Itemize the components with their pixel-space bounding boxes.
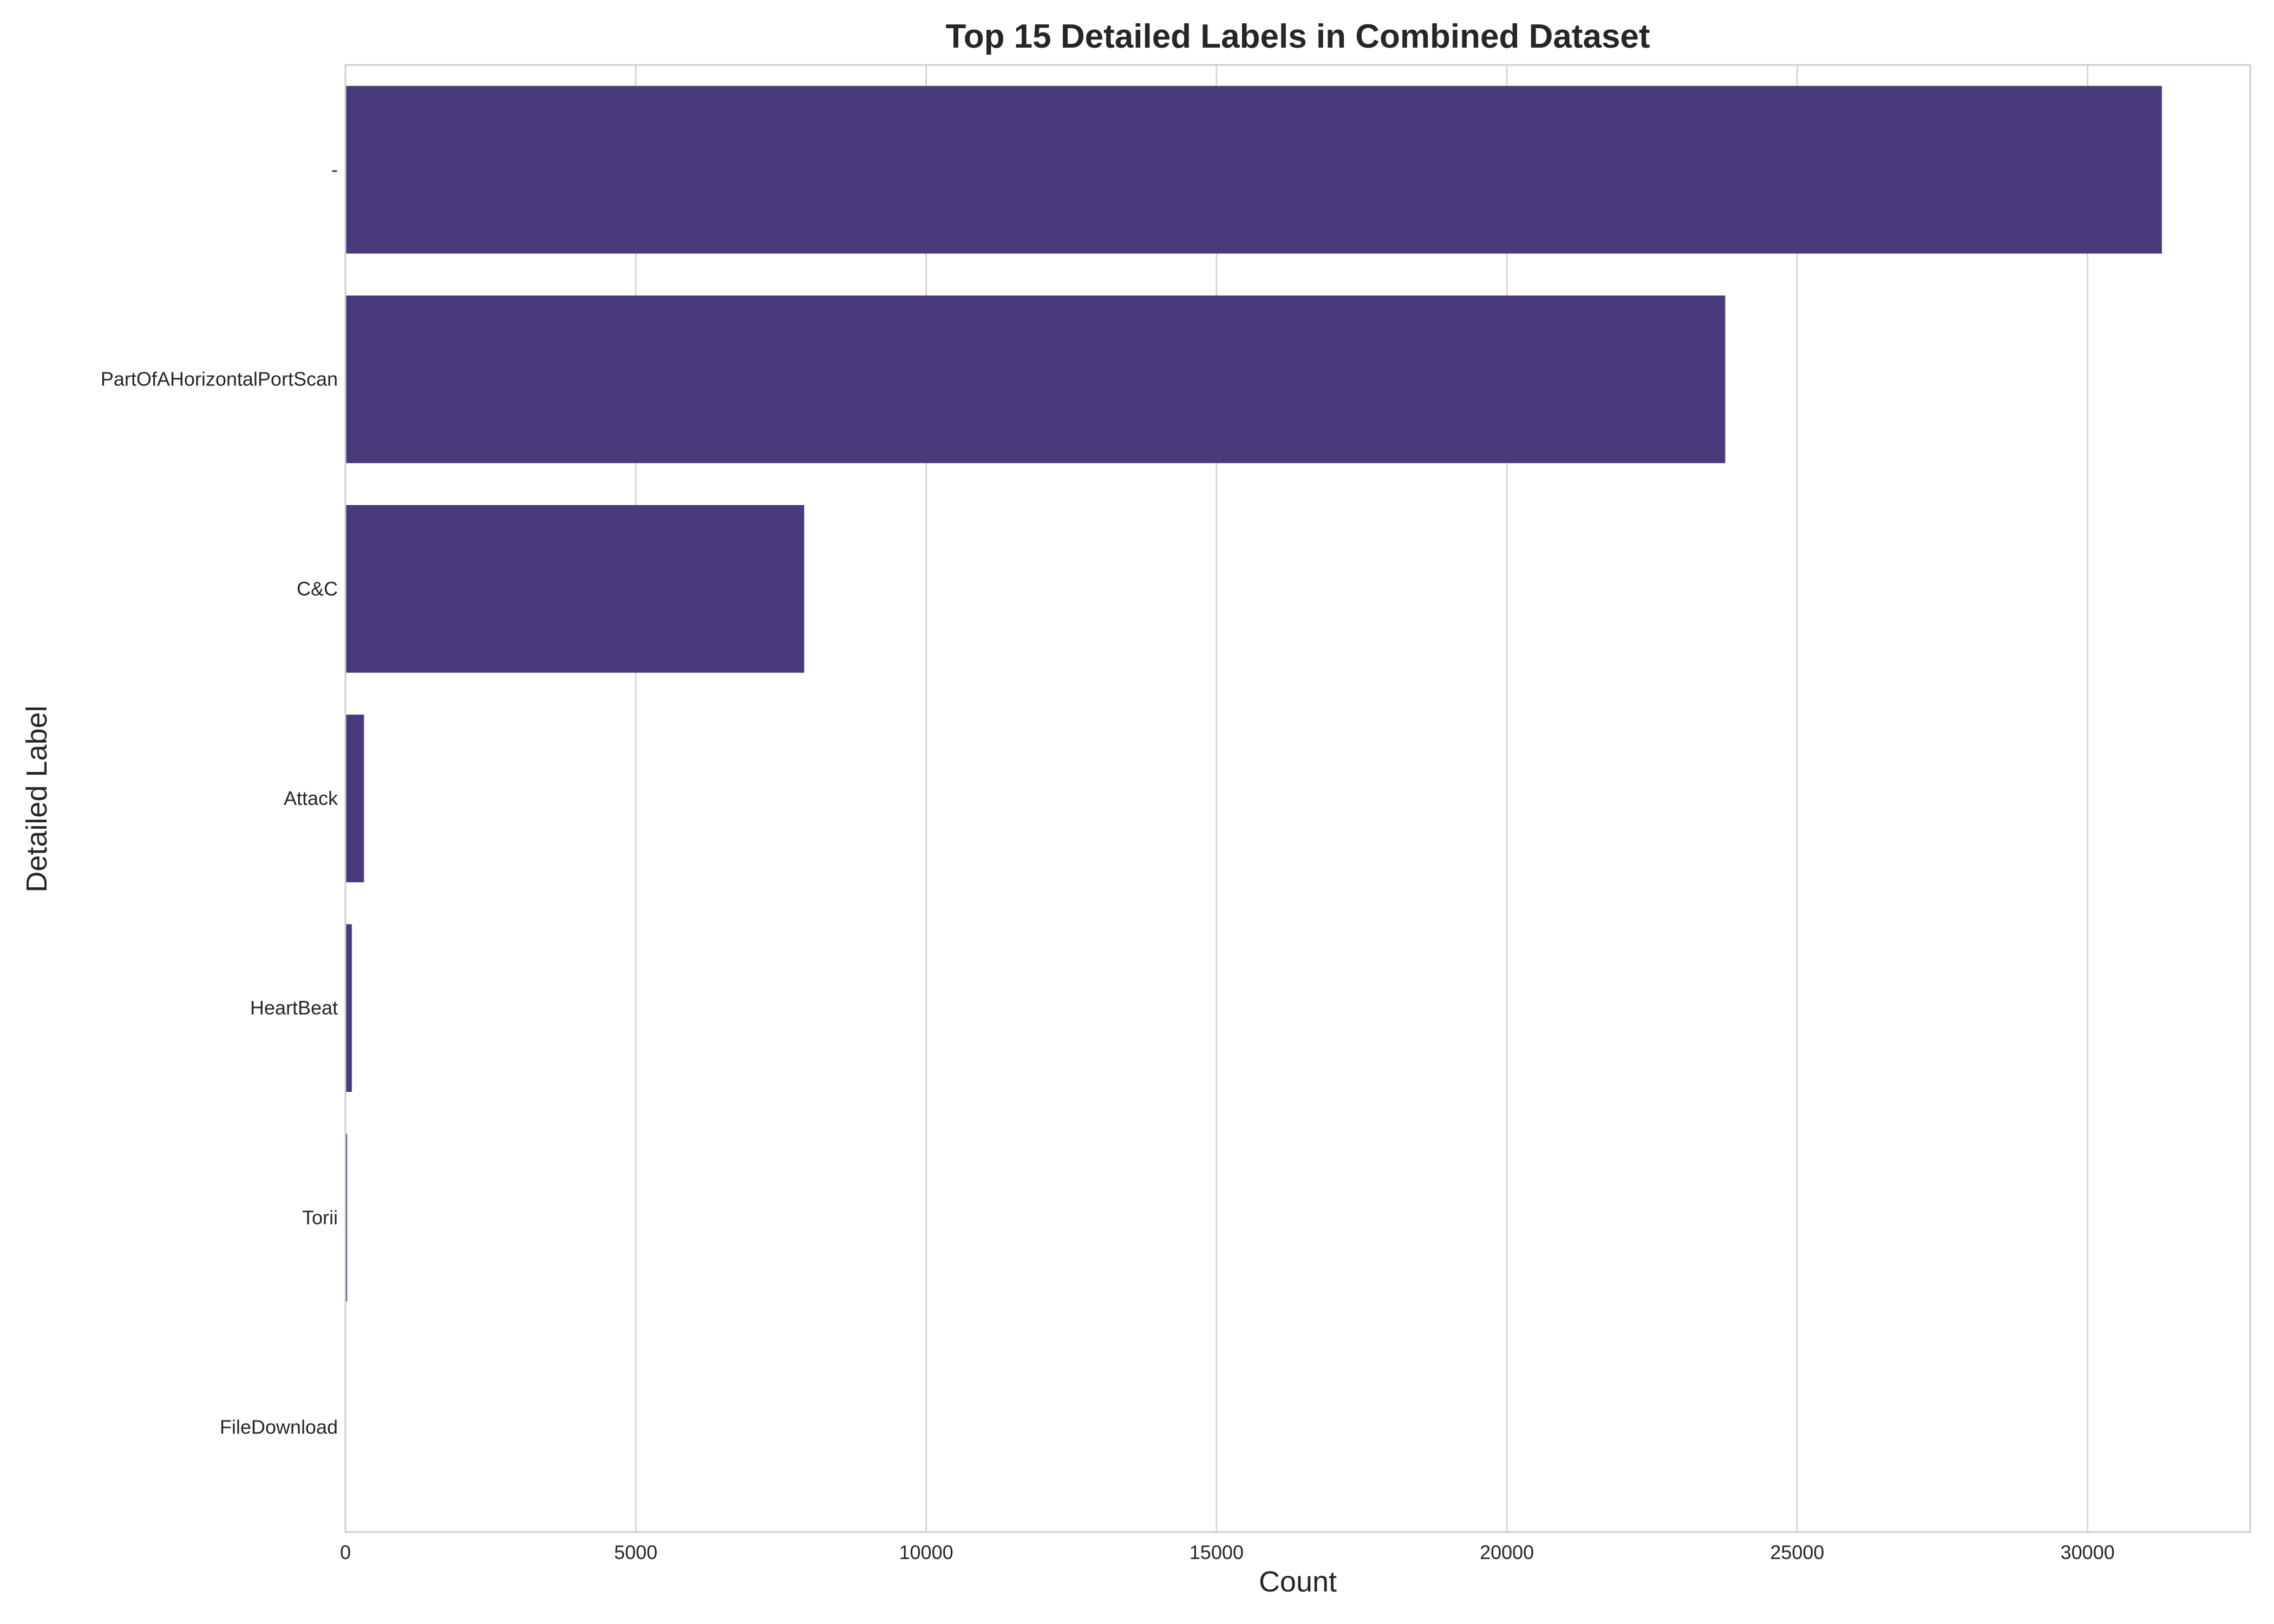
bar	[345, 505, 805, 673]
y-tick-label: FileDownload	[220, 1416, 338, 1438]
x-axis-title: Count	[1259, 1566, 1337, 1598]
bars	[345, 86, 2162, 1511]
plot-border	[344, 64, 2251, 1533]
y-tick-label: Attack	[284, 787, 338, 809]
bar	[345, 1134, 348, 1302]
bar	[345, 295, 1726, 463]
x-tick-label: 25000	[1770, 1541, 1824, 1563]
chart-title: Top 15 Detailed Labels in Combined Datas…	[945, 18, 1650, 55]
y-axis-title: Detailed Label	[21, 705, 53, 892]
y-tick-label: C&C	[297, 578, 338, 600]
x-axis-ticks: 0 5000 10000 15000 20000 25000 30000	[340, 1541, 2115, 1563]
y-axis-ticks: - PartOfAHorizontalPortScan C&C Attack Heart…	[101, 159, 338, 1438]
bar	[345, 924, 352, 1092]
x-tick-label: 10000	[899, 1541, 953, 1563]
plot-frame	[344, 64, 2251, 1533]
bar	[345, 715, 364, 882]
x-tick-label: 20000	[1480, 1541, 1534, 1563]
x-tick-label: 5000	[614, 1541, 657, 1563]
x-tick-label: 15000	[1190, 1541, 1244, 1563]
y-tick-label: PartOfAHorizontalPortScan	[101, 368, 338, 390]
y-tick-label: HeartBeat	[250, 997, 338, 1019]
x-tick-label: 0	[340, 1541, 351, 1563]
x-tick-label: 30000	[2061, 1541, 2115, 1563]
y-tick-label: Torii	[302, 1206, 338, 1228]
gridlines	[344, 65, 2089, 1532]
bar	[345, 86, 2162, 254]
y-tick-label: -	[331, 159, 338, 181]
